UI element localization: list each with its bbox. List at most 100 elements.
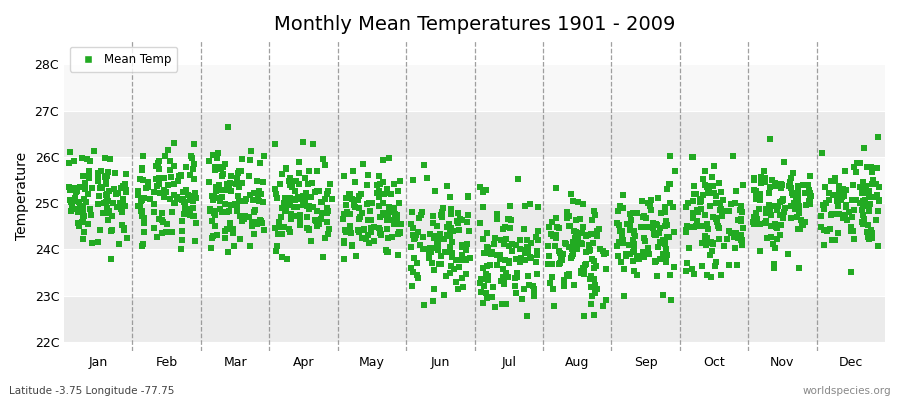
- Point: [279, 166, 293, 172]
- Point: [280, 255, 294, 262]
- Point: [372, 188, 386, 194]
- Point: [310, 168, 324, 174]
- Point: [292, 218, 307, 224]
- Point: [781, 250, 796, 257]
- Point: [256, 153, 271, 159]
- Point: [94, 227, 108, 234]
- Point: [374, 231, 388, 237]
- Point: [446, 228, 460, 234]
- Point: [390, 211, 404, 218]
- Point: [230, 202, 244, 208]
- Point: [792, 202, 806, 209]
- Point: [382, 204, 397, 210]
- Point: [391, 252, 405, 258]
- Point: [282, 202, 296, 208]
- Point: [130, 191, 145, 198]
- Point: [706, 214, 720, 220]
- Point: [490, 212, 504, 218]
- Point: [773, 212, 788, 218]
- Point: [560, 209, 574, 216]
- Point: [203, 244, 218, 251]
- Point: [869, 180, 884, 187]
- Point: [216, 164, 230, 170]
- Point: [380, 190, 394, 196]
- Point: [847, 236, 861, 242]
- Point: [451, 220, 465, 226]
- Point: [758, 179, 772, 186]
- Point: [508, 275, 522, 281]
- Point: [555, 257, 570, 264]
- Point: [760, 234, 775, 241]
- Point: [648, 258, 662, 264]
- Point: [475, 236, 490, 242]
- Point: [149, 234, 164, 240]
- Point: [441, 249, 455, 255]
- Point: [553, 250, 567, 256]
- Point: [314, 199, 328, 205]
- Point: [754, 180, 769, 186]
- Point: [220, 208, 234, 215]
- Point: [188, 190, 202, 196]
- Point: [776, 214, 790, 221]
- Point: [372, 202, 386, 209]
- Point: [212, 182, 227, 188]
- Point: [846, 182, 860, 188]
- Point: [136, 153, 150, 160]
- Point: [113, 185, 128, 191]
- Point: [571, 234, 585, 241]
- Point: [139, 184, 153, 191]
- Point: [629, 210, 643, 216]
- Point: [698, 168, 712, 174]
- Point: [491, 216, 505, 222]
- Point: [249, 221, 264, 228]
- Point: [687, 183, 701, 189]
- Point: [518, 203, 533, 209]
- Point: [447, 266, 462, 272]
- Point: [220, 226, 234, 232]
- Point: [279, 165, 293, 171]
- Point: [112, 241, 126, 247]
- Point: [301, 203, 315, 209]
- Point: [685, 266, 699, 272]
- Point: [412, 215, 427, 221]
- Point: [372, 173, 386, 179]
- Point: [187, 212, 202, 219]
- Point: [563, 255, 578, 261]
- Point: [803, 172, 817, 179]
- Point: [437, 236, 452, 242]
- Point: [648, 232, 662, 238]
- Point: [599, 297, 614, 303]
- Point: [857, 145, 871, 151]
- Point: [649, 273, 663, 279]
- Point: [166, 140, 181, 146]
- Point: [580, 249, 594, 255]
- Bar: [64, 203, 885, 249]
- Point: [774, 181, 788, 188]
- Point: [78, 198, 93, 205]
- Point: [522, 282, 536, 289]
- Point: [480, 295, 494, 302]
- Point: [627, 228, 642, 234]
- Point: [179, 164, 194, 171]
- Point: [644, 224, 659, 230]
- Point: [452, 227, 466, 234]
- Point: [653, 225, 668, 231]
- Point: [730, 262, 744, 268]
- Point: [167, 181, 182, 188]
- Point: [668, 168, 682, 174]
- Point: [706, 190, 721, 196]
- Point: [597, 251, 611, 257]
- Point: [477, 249, 491, 256]
- Point: [846, 164, 860, 170]
- Point: [236, 213, 250, 219]
- Point: [834, 195, 849, 202]
- Point: [472, 183, 487, 190]
- Point: [443, 244, 457, 250]
- Point: [222, 220, 237, 226]
- Bar: [64, 64, 885, 110]
- Point: [455, 284, 470, 290]
- Point: [610, 243, 625, 249]
- Point: [648, 258, 662, 264]
- Point: [724, 201, 739, 207]
- Point: [152, 180, 166, 187]
